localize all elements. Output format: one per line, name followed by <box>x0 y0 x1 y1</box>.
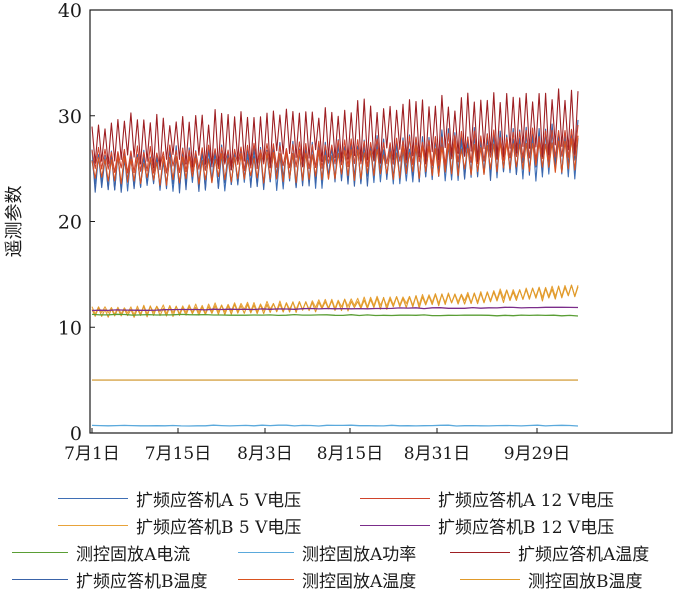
x-tick-label: 7月15日 <box>145 444 211 464</box>
y-tick-label: 30 <box>58 106 82 128</box>
y-tick-label: 40 <box>58 0 82 22</box>
plot-frame <box>89 9 673 434</box>
x-tick-label: 8月3日 <box>237 444 293 464</box>
series-line <box>91 284 579 318</box>
y-axis: 0 10 20 30 40 <box>58 0 95 445</box>
y-tick-label: 20 <box>58 212 82 234</box>
x-tick-label: 8月31日 <box>404 444 470 464</box>
x-tick-label: 7月1日 <box>64 444 120 464</box>
y-tick-label: 0 <box>70 423 82 445</box>
series-line <box>91 306 579 312</box>
series-line <box>91 313 579 317</box>
series-line <box>91 424 579 427</box>
y-tick-label: 10 <box>58 317 82 339</box>
x-axis: 7月1日 7月15日 8月3日 8月15日 8月31日 9月29日 <box>64 428 570 464</box>
series-line <box>91 119 579 194</box>
series-line <box>91 124 579 174</box>
x-tick-label: 8月15日 <box>317 444 383 464</box>
plot-series-group <box>91 88 579 427</box>
series-line <box>91 135 579 186</box>
y-axis-label: 遥测参数 <box>4 186 25 258</box>
x-tick-label: 9月29日 <box>504 444 570 464</box>
series-line <box>91 88 579 171</box>
